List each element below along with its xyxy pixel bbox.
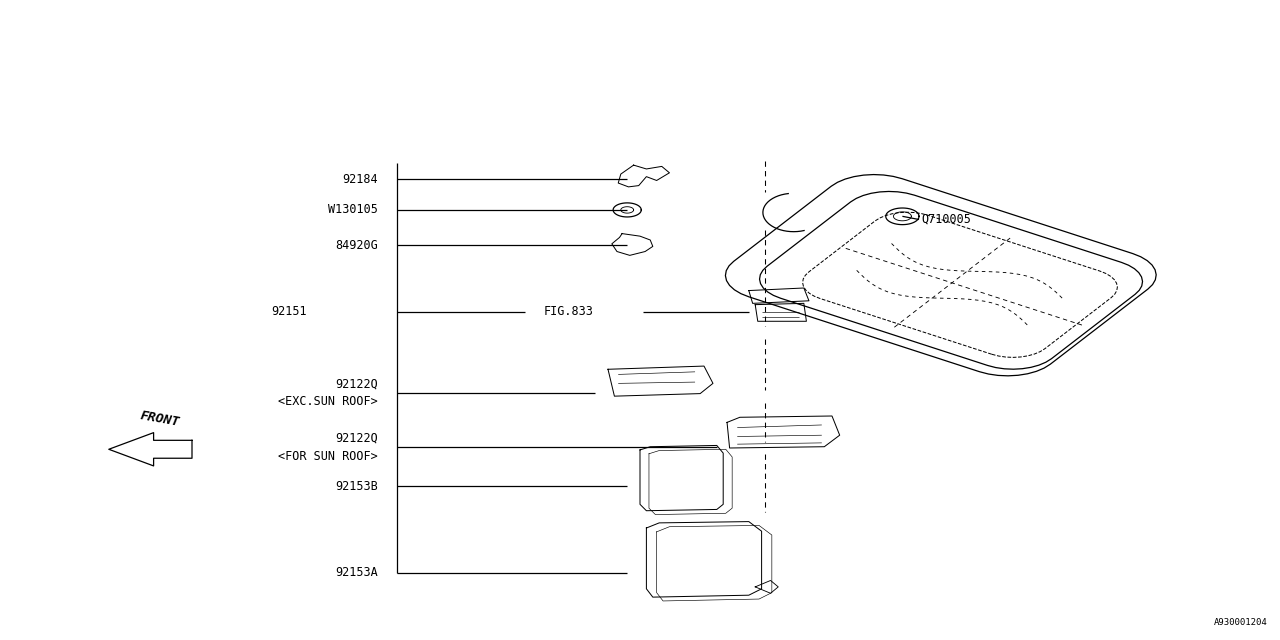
Text: 92153A: 92153A bbox=[335, 566, 378, 579]
Polygon shape bbox=[612, 234, 653, 255]
Polygon shape bbox=[749, 288, 809, 303]
Polygon shape bbox=[618, 165, 669, 187]
Text: <FOR SUN ROOF>: <FOR SUN ROOF> bbox=[278, 450, 378, 463]
Text: Q710005: Q710005 bbox=[922, 213, 972, 226]
Text: 92153B: 92153B bbox=[335, 480, 378, 493]
Text: 84920G: 84920G bbox=[335, 239, 378, 252]
Polygon shape bbox=[755, 303, 806, 321]
Polygon shape bbox=[755, 580, 778, 593]
Text: <EXC.SUN ROOF>: <EXC.SUN ROOF> bbox=[278, 396, 378, 408]
Polygon shape bbox=[640, 445, 723, 511]
Text: 92184: 92184 bbox=[342, 173, 378, 186]
Text: FRONT: FRONT bbox=[140, 409, 180, 429]
Polygon shape bbox=[608, 366, 713, 396]
Polygon shape bbox=[646, 522, 762, 597]
Polygon shape bbox=[109, 433, 192, 466]
Text: W130105: W130105 bbox=[328, 204, 378, 216]
Text: 92151: 92151 bbox=[271, 305, 307, 318]
Text: 92122Q: 92122Q bbox=[335, 432, 378, 445]
Polygon shape bbox=[727, 416, 840, 448]
Text: A930001204: A930001204 bbox=[1213, 618, 1267, 627]
Text: FIG.833: FIG.833 bbox=[544, 305, 594, 318]
Text: 92122Q: 92122Q bbox=[335, 378, 378, 390]
